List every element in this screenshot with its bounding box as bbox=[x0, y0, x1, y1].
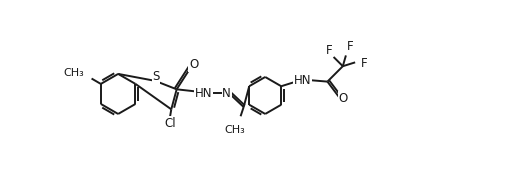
Text: F: F bbox=[326, 44, 332, 57]
Text: F: F bbox=[361, 57, 368, 70]
Text: HN: HN bbox=[294, 74, 312, 86]
Text: N: N bbox=[222, 87, 231, 100]
Text: O: O bbox=[189, 58, 198, 71]
Text: O: O bbox=[338, 92, 347, 105]
Text: Cl: Cl bbox=[164, 117, 175, 130]
Text: HN: HN bbox=[195, 87, 213, 100]
Text: S: S bbox=[152, 70, 159, 84]
Text: CH₃: CH₃ bbox=[63, 68, 84, 78]
Text: F: F bbox=[346, 41, 353, 53]
Text: CH₃: CH₃ bbox=[225, 125, 246, 135]
